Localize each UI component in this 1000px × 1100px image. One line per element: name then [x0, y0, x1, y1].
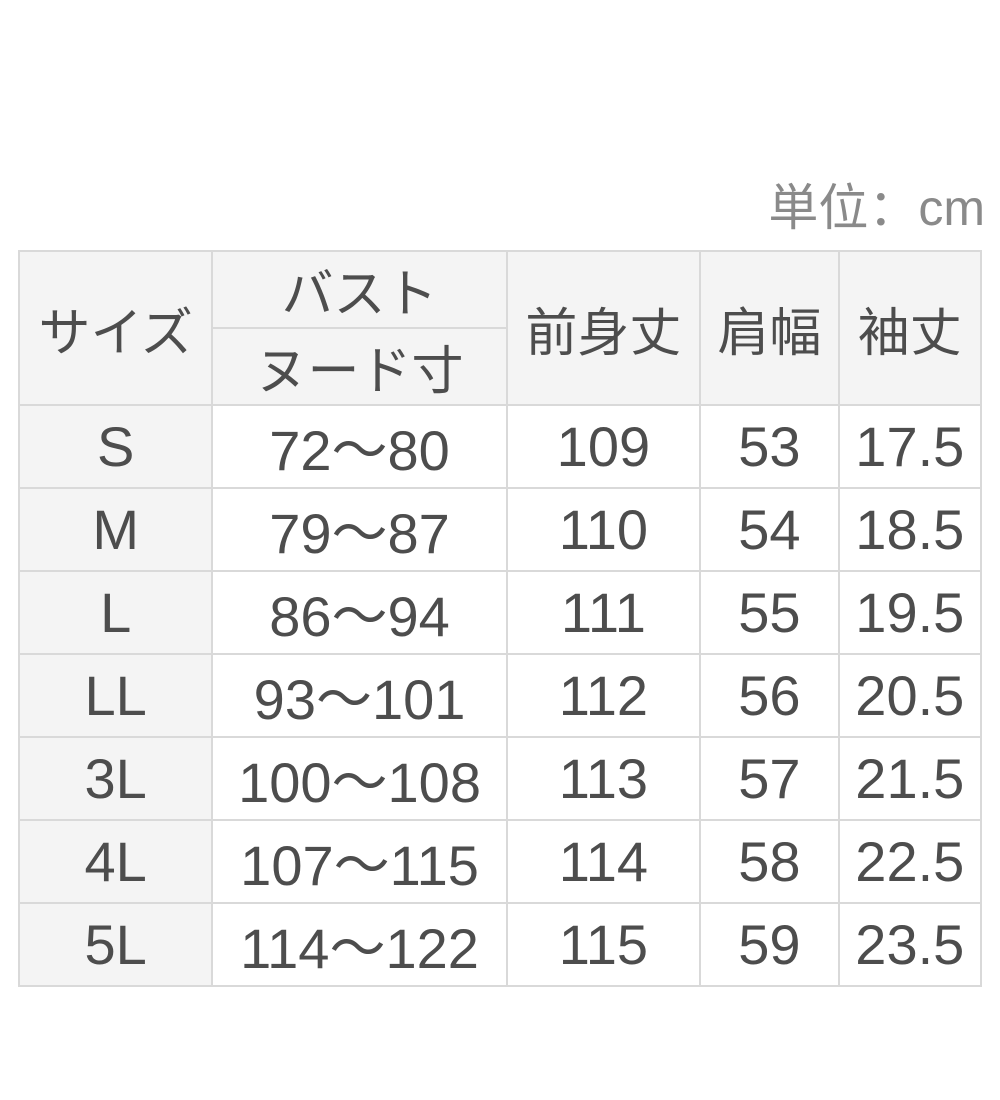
- cell-size: 3L: [17, 736, 214, 821]
- cell-sleeve-length: 17.5: [837, 404, 983, 489]
- cell-shoulder-width: 57: [699, 736, 840, 821]
- cell-size: S: [17, 404, 214, 489]
- size-chart-table: サイズ バスト 前身丈 肩幅 袖丈 ヌード寸 S 72〜80 109 53 17.5 M 7…: [17, 250, 983, 987]
- header-bust-sub: ヌード寸: [211, 327, 508, 406]
- table-row: LL 93〜101 112 56 20.5: [17, 653, 983, 738]
- cell-bust: 107〜115: [211, 819, 508, 904]
- cell-front-length: 111: [505, 570, 702, 655]
- cell-front-length: 110: [505, 487, 702, 572]
- cell-size: L: [17, 570, 214, 655]
- cell-bust: 114〜122: [211, 902, 508, 987]
- cell-sleeve-length: 22.5: [837, 819, 983, 904]
- cell-size: 4L: [17, 819, 214, 904]
- cell-shoulder-width: 56: [699, 653, 840, 738]
- header-size: サイズ: [17, 250, 214, 406]
- cell-size: 5L: [17, 902, 214, 987]
- cell-bust: 72〜80: [211, 404, 508, 489]
- cell-bust: 100〜108: [211, 736, 508, 821]
- table-row: L 86〜94 111 55 19.5: [17, 570, 983, 655]
- cell-bust: 86〜94: [211, 570, 508, 655]
- cell-sleeve-length: 21.5: [837, 736, 983, 821]
- size-chart-body: S 72〜80 109 53 17.5 M 79〜87 110 54 18.5 L 86〜94 111 5…: [17, 404, 983, 987]
- cell-shoulder-width: 55: [699, 570, 840, 655]
- cell-front-length: 114: [505, 819, 702, 904]
- cell-bust: 93〜101: [211, 653, 508, 738]
- table-row: 3L 100〜108 113 57 21.5: [17, 736, 983, 821]
- cell-front-length: 112: [505, 653, 702, 738]
- table-row: S 72〜80 109 53 17.5: [17, 404, 983, 489]
- header-front-length: 前身丈: [505, 250, 702, 406]
- cell-size: M: [17, 487, 214, 572]
- cell-shoulder-width: 59: [699, 902, 840, 987]
- header-bust: バスト: [211, 250, 508, 329]
- cell-size: LL: [17, 653, 214, 738]
- cell-sleeve-length: 19.5: [837, 570, 983, 655]
- cell-front-length: 109: [505, 404, 702, 489]
- cell-shoulder-width: 58: [699, 819, 840, 904]
- cell-sleeve-length: 18.5: [837, 487, 983, 572]
- size-chart-header: サイズ バスト 前身丈 肩幅 袖丈 ヌード寸: [17, 250, 983, 406]
- cell-sleeve-length: 23.5: [837, 902, 983, 987]
- cell-shoulder-width: 53: [699, 404, 840, 489]
- table-row: M 79〜87 110 54 18.5: [17, 487, 983, 572]
- table-row: 4L 107〜115 114 58 22.5: [17, 819, 983, 904]
- cell-front-length: 113: [505, 736, 702, 821]
- header-shoulder-width: 肩幅: [699, 250, 840, 406]
- cell-bust: 79〜87: [211, 487, 508, 572]
- unit-label: 単位：cm: [768, 180, 985, 236]
- cell-shoulder-width: 54: [699, 487, 840, 572]
- header-sleeve-length: 袖丈: [837, 250, 983, 406]
- header-row-2: ヌード寸: [19, 327, 981, 406]
- header-row-1: サイズ バスト 前身丈 肩幅 袖丈: [17, 250, 983, 406]
- cell-front-length: 115: [505, 902, 702, 987]
- table-row: 5L 114〜122 115 59 23.5: [17, 902, 983, 987]
- cell-sleeve-length: 20.5: [837, 653, 983, 738]
